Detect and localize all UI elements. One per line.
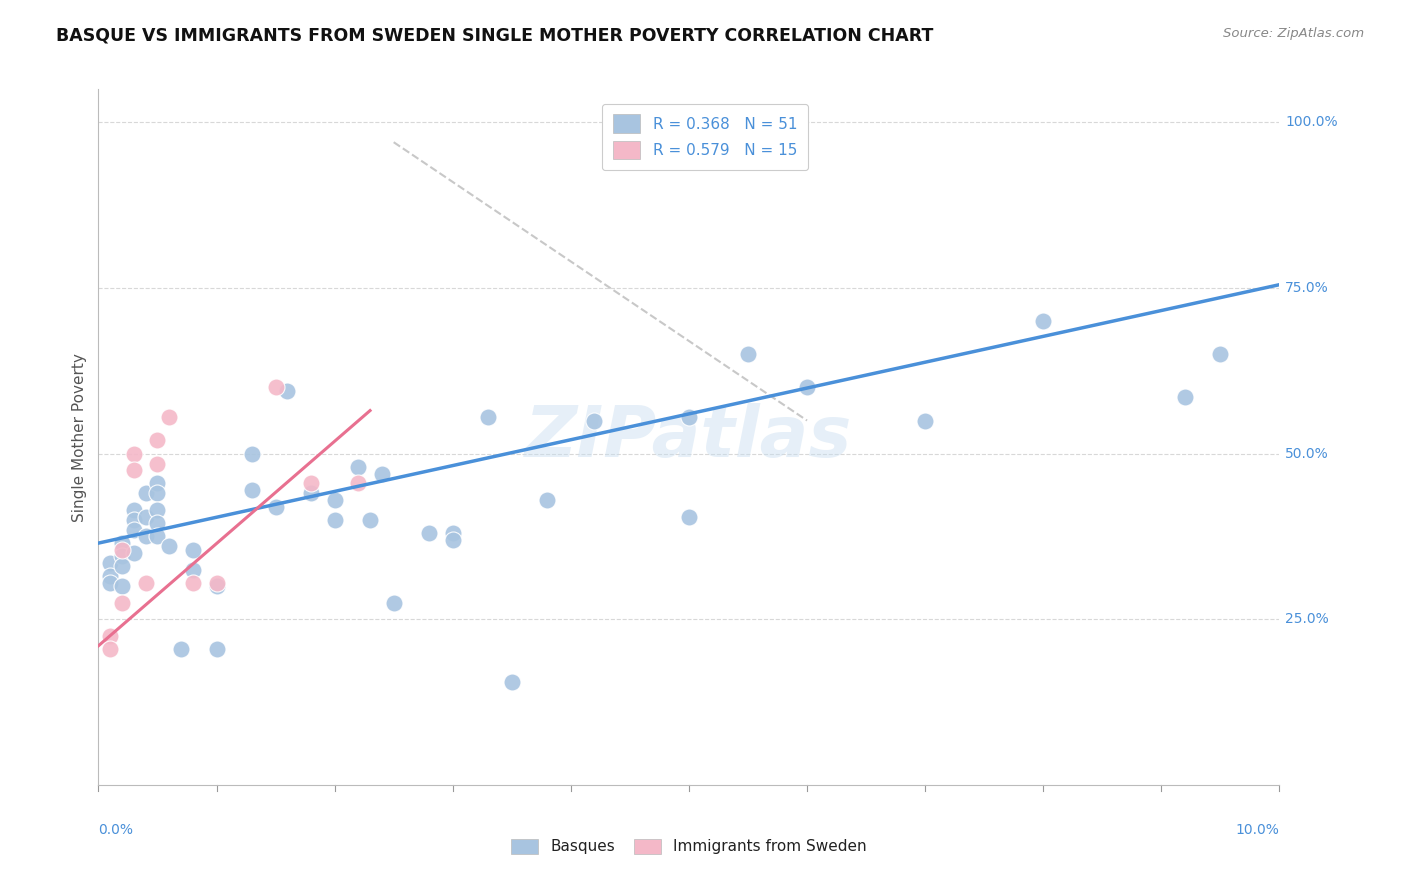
Text: 25.0%: 25.0% <box>1285 612 1329 626</box>
Point <box>347 476 370 491</box>
Point <box>359 513 381 527</box>
Point <box>1209 347 1232 361</box>
Point <box>135 486 157 500</box>
Point <box>536 493 558 508</box>
Point <box>382 596 405 610</box>
Point <box>441 526 464 541</box>
Point <box>111 536 134 550</box>
Point <box>122 546 145 560</box>
Point <box>146 503 169 517</box>
Point <box>276 384 298 398</box>
Point <box>205 575 228 590</box>
Point <box>157 540 180 554</box>
Point <box>299 486 322 500</box>
Point <box>678 509 700 524</box>
Point <box>170 642 193 657</box>
Point <box>111 549 134 564</box>
Text: BASQUE VS IMMIGRANTS FROM SWEDEN SINGLE MOTHER POVERTY CORRELATION CHART: BASQUE VS IMMIGRANTS FROM SWEDEN SINGLE … <box>56 27 934 45</box>
Point <box>122 463 145 477</box>
Point <box>122 523 145 537</box>
Point <box>146 529 169 543</box>
Point <box>678 410 700 425</box>
Point <box>181 575 204 590</box>
Point <box>441 533 464 547</box>
Point <box>111 579 134 593</box>
Text: ZIPatlas: ZIPatlas <box>526 402 852 472</box>
Point <box>477 410 499 425</box>
Point <box>501 675 523 690</box>
Point <box>323 513 346 527</box>
Text: 50.0%: 50.0% <box>1285 447 1329 460</box>
Point <box>122 503 145 517</box>
Text: 100.0%: 100.0% <box>1285 115 1339 129</box>
Point <box>135 529 157 543</box>
Point <box>1032 314 1054 328</box>
Text: 10.0%: 10.0% <box>1236 823 1279 838</box>
Point <box>181 563 204 577</box>
Point <box>157 410 180 425</box>
Point <box>418 526 440 541</box>
Point <box>796 380 818 394</box>
Point <box>323 493 346 508</box>
Point <box>135 509 157 524</box>
Point <box>98 569 121 583</box>
Point <box>111 559 134 574</box>
Point <box>583 413 606 427</box>
Point <box>264 500 287 514</box>
Point <box>146 516 169 531</box>
Text: Source: ZipAtlas.com: Source: ZipAtlas.com <box>1223 27 1364 40</box>
Point <box>135 575 157 590</box>
Point <box>98 575 121 590</box>
Point <box>264 380 287 394</box>
Point <box>1174 390 1197 404</box>
Point <box>98 556 121 570</box>
Point <box>347 459 370 474</box>
Point <box>98 629 121 643</box>
Point <box>98 642 121 657</box>
Legend: Basques, Immigrants from Sweden: Basques, Immigrants from Sweden <box>503 830 875 863</box>
Point <box>146 476 169 491</box>
Point <box>111 542 134 557</box>
Point <box>240 447 263 461</box>
Point <box>146 457 169 471</box>
Point <box>299 476 322 491</box>
Point <box>240 483 263 497</box>
Point <box>737 347 759 361</box>
Point <box>122 513 145 527</box>
Point <box>205 579 228 593</box>
Point <box>914 413 936 427</box>
Point <box>146 434 169 448</box>
Point <box>111 596 134 610</box>
Point <box>122 447 145 461</box>
Point <box>205 642 228 657</box>
Text: 0.0%: 0.0% <box>98 823 134 838</box>
Point <box>371 467 394 481</box>
Point <box>146 486 169 500</box>
Y-axis label: Single Mother Poverty: Single Mother Poverty <box>72 352 87 522</box>
Text: 75.0%: 75.0% <box>1285 281 1329 295</box>
Point <box>181 542 204 557</box>
